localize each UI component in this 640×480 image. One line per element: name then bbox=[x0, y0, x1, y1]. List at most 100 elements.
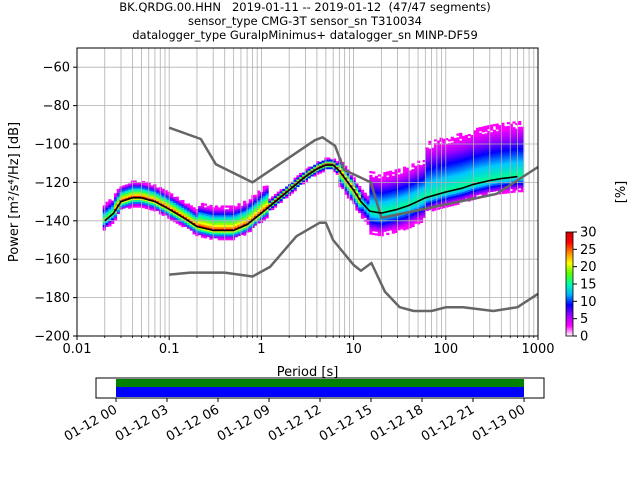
heat-cell bbox=[369, 177, 372, 179]
heat-cell bbox=[136, 204, 139, 206]
heat-cell bbox=[440, 151, 443, 153]
heat-cell bbox=[117, 198, 120, 200]
heat-cell bbox=[156, 209, 159, 211]
heat-cell bbox=[518, 121, 521, 123]
heat-cell bbox=[162, 200, 165, 202]
heat-cell bbox=[226, 232, 229, 234]
heat-cell bbox=[375, 187, 378, 189]
heat-cell bbox=[122, 197, 125, 199]
heat-cell bbox=[128, 205, 131, 207]
heat-cell bbox=[468, 188, 471, 190]
heat-cell bbox=[448, 166, 451, 168]
heat-cell bbox=[470, 195, 473, 197]
colorbar-tick-label: 25 bbox=[580, 243, 597, 258]
heat-cell bbox=[507, 160, 510, 162]
heat-cell bbox=[451, 160, 454, 162]
heat-cell bbox=[440, 174, 443, 176]
heat-cell bbox=[184, 209, 187, 211]
heat-cell bbox=[490, 169, 493, 171]
heat-cell bbox=[369, 198, 372, 200]
heat-cell bbox=[440, 186, 443, 188]
heat-cell bbox=[490, 173, 493, 175]
heat-cell bbox=[111, 206, 114, 208]
heat-cell bbox=[249, 226, 252, 228]
heat-cell bbox=[456, 174, 459, 176]
heat-cell bbox=[134, 202, 137, 204]
heat-cell bbox=[456, 137, 459, 139]
y-tick-label: −120 bbox=[34, 176, 70, 191]
heat-cell bbox=[454, 140, 457, 142]
heat-cell bbox=[482, 176, 485, 178]
heat-cell bbox=[425, 149, 428, 151]
heat-cell bbox=[468, 169, 471, 171]
heat-cell bbox=[515, 129, 518, 131]
heat-cell bbox=[103, 209, 106, 211]
heat-cell bbox=[117, 195, 120, 197]
heat-cell bbox=[490, 157, 493, 159]
heat-cell bbox=[411, 179, 414, 181]
heat-cell bbox=[428, 164, 431, 166]
heat-cell bbox=[468, 170, 471, 172]
heat-cell bbox=[367, 201, 370, 203]
heat-cell bbox=[201, 212, 204, 214]
heat-cell bbox=[353, 179, 356, 181]
heat-cell bbox=[456, 183, 459, 185]
heat-cell bbox=[411, 188, 414, 190]
heat-cell bbox=[414, 170, 417, 172]
heat-cell bbox=[501, 148, 504, 150]
heat-cell bbox=[428, 198, 431, 200]
heat-cell bbox=[204, 204, 207, 206]
heat-cell bbox=[501, 175, 504, 177]
heat-cell bbox=[518, 165, 521, 167]
heat-cell bbox=[369, 227, 372, 229]
heat-cell bbox=[361, 195, 364, 197]
heat-cell bbox=[420, 194, 423, 196]
heat-cell bbox=[456, 139, 459, 141]
heat-cell bbox=[440, 195, 443, 197]
heat-cell bbox=[375, 224, 378, 226]
heat-cell bbox=[490, 174, 493, 176]
heat-cell bbox=[218, 215, 221, 217]
heat-cell bbox=[114, 201, 117, 203]
heat-cell bbox=[448, 157, 451, 159]
heat-cell bbox=[389, 198, 392, 200]
heat-cell bbox=[125, 206, 128, 208]
heat-cell bbox=[106, 206, 109, 208]
heat-cell bbox=[226, 234, 229, 236]
heat-cell bbox=[459, 141, 462, 143]
heat-cell bbox=[479, 129, 482, 131]
heat-cell bbox=[400, 200, 403, 202]
heat-cell bbox=[350, 198, 353, 200]
heat-cell bbox=[178, 200, 181, 202]
heat-cell bbox=[476, 172, 479, 174]
heat-cell bbox=[428, 150, 431, 152]
heat-cell bbox=[428, 154, 431, 156]
heat-cell bbox=[512, 164, 515, 166]
heat-cell bbox=[274, 205, 277, 207]
heat-cell bbox=[484, 147, 487, 149]
heat-cell bbox=[428, 183, 431, 185]
heat-cell bbox=[364, 193, 367, 195]
heat-cell bbox=[428, 141, 431, 143]
heat-cell bbox=[482, 161, 485, 163]
heat-cell bbox=[383, 172, 386, 174]
heat-cell bbox=[198, 216, 201, 218]
heat-cell bbox=[428, 193, 431, 195]
heat-cell bbox=[139, 188, 142, 190]
heat-cell bbox=[134, 186, 137, 188]
heat-cell bbox=[501, 136, 504, 138]
heat-cell bbox=[187, 207, 190, 209]
heat-cell bbox=[190, 205, 193, 207]
heat-cell bbox=[490, 186, 493, 188]
heat-cell bbox=[389, 207, 392, 209]
heat-cell bbox=[235, 212, 238, 214]
heat-cell bbox=[218, 209, 221, 211]
heat-cell bbox=[518, 157, 521, 159]
heat-cell bbox=[465, 135, 468, 137]
heat-cell bbox=[507, 159, 510, 161]
heat-cell bbox=[125, 188, 128, 190]
heat-cell bbox=[235, 235, 238, 237]
heat-cell bbox=[406, 179, 409, 181]
heat-cell bbox=[411, 190, 414, 192]
heat-cell bbox=[181, 221, 184, 223]
